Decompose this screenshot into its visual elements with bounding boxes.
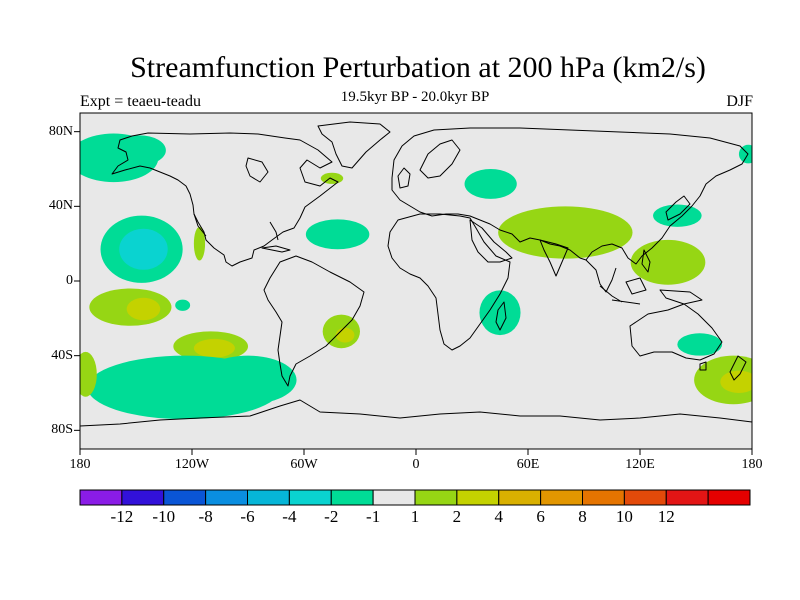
lat-tick-label: 40N [48, 198, 73, 214]
coast-india [539, 239, 569, 277]
colorbar-swatch [582, 489, 625, 506]
colorbar-label: -1 [366, 507, 381, 526]
lon-tick-label: 60E [516, 457, 540, 472]
colorbar-swatch [707, 489, 751, 506]
coast-south-america [263, 255, 365, 387]
coast-japan [665, 195, 691, 221]
coast-baja [193, 213, 207, 237]
coast-madagascar [495, 301, 507, 331]
lon-tick-label: 180 [69, 457, 91, 472]
coast-florida [269, 221, 279, 241]
coastlines [79, 121, 753, 427]
coast-eurasia [391, 127, 749, 265]
colorbar [79, 489, 751, 506]
contour-region [464, 169, 517, 199]
coast-north-america [111, 132, 339, 267]
lon-tick-label: 120E [625, 457, 655, 472]
plot-subtitle: 19.5kyr BP - 20.0kyr BP [340, 89, 490, 105]
contour-region [193, 226, 206, 261]
coast-antarctica [79, 399, 753, 427]
contour-region [738, 144, 752, 164]
colorbar-label: -4 [282, 507, 297, 526]
coast-tasmania [699, 361, 707, 371]
colorbar-swatch [414, 489, 458, 506]
lon-tick-label: 60W [290, 457, 318, 472]
plot-title: Streamfunction Perturbation at 200 hPa (… [130, 51, 706, 84]
lat-tick-label: 80S [51, 422, 73, 438]
contour-region [335, 327, 355, 343]
lat-tick-label: 0 [66, 273, 73, 288]
colorbar-swatch [665, 489, 709, 506]
axis-ticks [74, 131, 753, 455]
colorbar-swatch [121, 489, 165, 506]
contour-region [175, 299, 191, 311]
lon-tick-label: 180 [741, 457, 763, 472]
colorbar-label: 2 [452, 507, 462, 526]
contour-region [199, 355, 297, 405]
colorbar-swatch [456, 489, 500, 506]
experiment-label: Expt = teaeu-teadu [80, 93, 201, 110]
colorbar-label: -6 [240, 507, 255, 526]
coast-africa [387, 213, 511, 351]
contour-region [305, 219, 370, 250]
colorbar-swatch [623, 489, 667, 506]
lat-tick-label: 40S [51, 347, 73, 363]
colorbar-swatch [205, 489, 248, 506]
contour-region [677, 333, 723, 356]
colorbar-swatch [163, 489, 207, 506]
lon-tick-label: 0 [412, 457, 420, 472]
coast-scandinavia [419, 139, 461, 179]
coast-indonesia [599, 277, 703, 305]
contour-region [720, 370, 752, 393]
contour-region [119, 228, 168, 270]
colorbar-label: 4 [494, 507, 504, 526]
contour-fills [80, 133, 752, 420]
colorbar-label: -12 [110, 507, 134, 526]
colorbar-swatch [498, 489, 542, 506]
coast-hudson-bay [245, 157, 269, 183]
lat-tick-label: 80N [48, 123, 73, 139]
contour-region [113, 135, 166, 166]
colorbar-swatch [79, 489, 123, 506]
coast-greenland [317, 121, 391, 169]
coast-cuba [261, 245, 291, 253]
lon-tick-label: 120W [174, 457, 210, 472]
contour-region [193, 338, 235, 358]
colorbar-swatch [247, 489, 290, 506]
coast-australia [629, 303, 723, 361]
contour-region [498, 206, 633, 259]
coast-philippines [641, 249, 651, 273]
colorbar-label: -2 [324, 507, 339, 526]
coast-britain [397, 167, 411, 189]
contour-region [479, 290, 521, 336]
contour-region [630, 239, 706, 285]
colorbar-label: 10 [615, 507, 633, 526]
colorbar-swatch [288, 489, 332, 506]
colorbar-swatch [372, 489, 416, 506]
colorbar-swatch [330, 489, 374, 506]
colorbar-label: -10 [152, 507, 176, 526]
season-label: DJF [726, 93, 753, 110]
colorbar-label: -8 [198, 507, 213, 526]
coast-new-zealand [729, 355, 747, 381]
contour-region [80, 351, 97, 397]
colorbar-label: 8 [578, 507, 587, 526]
colorbar-label: 6 [536, 507, 545, 526]
colorbar-swatch [540, 489, 583, 506]
contour-region [126, 297, 161, 321]
colorbar-label: 12 [657, 507, 675, 526]
colorbar-label: 1 [410, 507, 420, 526]
